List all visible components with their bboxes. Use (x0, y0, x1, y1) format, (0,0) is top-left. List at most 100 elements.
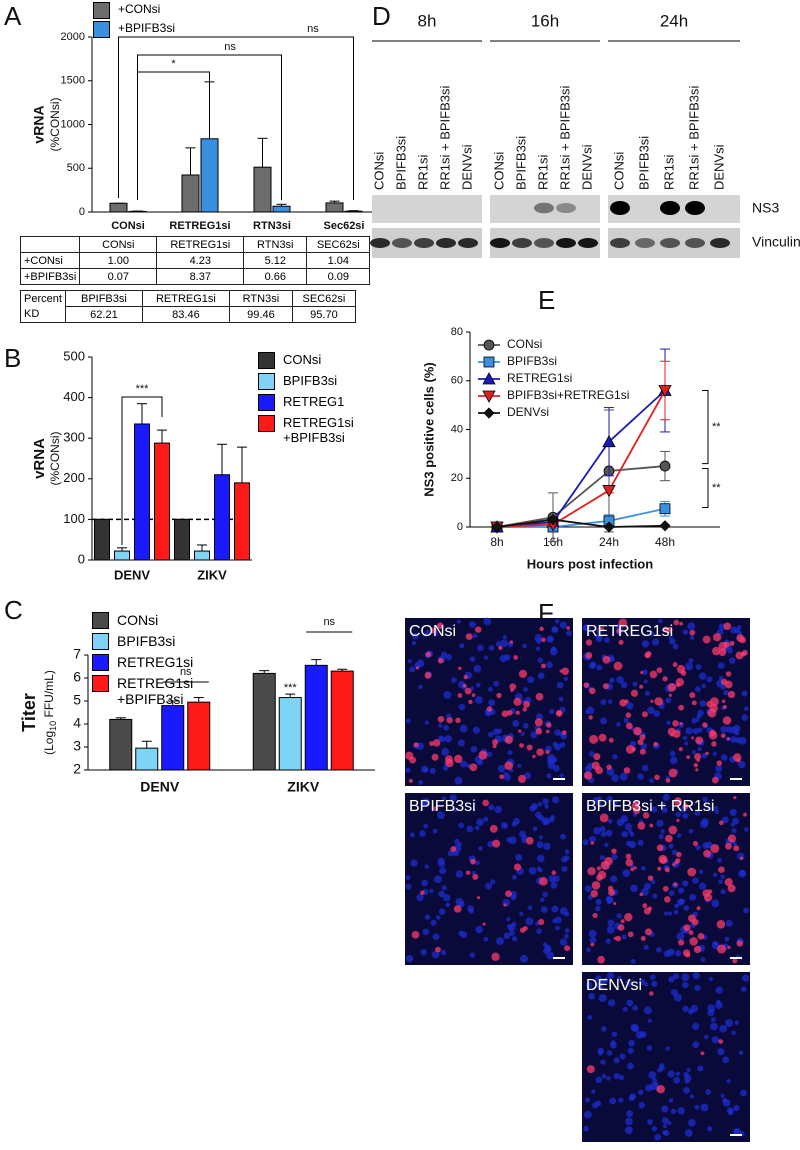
nucleus (559, 773, 564, 778)
bar (161, 705, 185, 771)
significance-label: ** (712, 421, 721, 433)
nucleus (405, 875, 411, 881)
nucleus (483, 936, 489, 942)
nucleus (439, 867, 447, 875)
nucleus (683, 905, 690, 911)
nucleus (409, 666, 416, 673)
nucleus (725, 919, 733, 927)
ns3-stain (727, 884, 736, 893)
nucleus (458, 703, 466, 711)
ns3-stain (595, 766, 603, 775)
nucleus (620, 681, 628, 689)
x-tick-label: 48h (655, 535, 675, 549)
legend-swatch (258, 415, 275, 432)
nucleus (560, 733, 568, 740)
nucleus (651, 638, 660, 646)
ns3-stain (732, 958, 738, 964)
bar (134, 423, 150, 561)
table-header-cell: SEC62si (306, 236, 371, 253)
nucleus (648, 778, 655, 784)
nucleus (607, 818, 613, 824)
nucleus (609, 1097, 617, 1105)
legend-item: CONsi (92, 612, 222, 629)
nucleus (660, 829, 665, 834)
marker (659, 520, 671, 532)
band (534, 238, 554, 248)
nucleus (684, 741, 689, 746)
nucleus (668, 843, 674, 849)
nucleus (682, 735, 688, 741)
nucleus (648, 1071, 657, 1080)
ns3-stain (727, 690, 736, 699)
nucleus (486, 751, 492, 758)
panel-label: C (4, 595, 23, 625)
ns3-stain (464, 687, 472, 695)
ns3-stain (499, 774, 505, 780)
ns3-stain (429, 741, 434, 747)
bar (109, 718, 133, 771)
nucleus (674, 903, 679, 909)
ns3-stain (583, 682, 590, 688)
nucleus (661, 807, 668, 814)
nucleus (661, 1105, 669, 1113)
nucleus (455, 870, 464, 878)
ns3-stain (613, 901, 617, 905)
nucleus (662, 793, 670, 802)
nucleus (606, 796, 613, 803)
ns3-stain (693, 945, 702, 954)
ns3-stain (474, 626, 482, 633)
micrograph: BPIFB3si + RR1si (582, 793, 750, 965)
nucleus (606, 971, 615, 980)
nucleus (548, 816, 555, 823)
nucleus (561, 866, 568, 873)
nucleus (503, 773, 511, 781)
nucleus (407, 659, 412, 664)
ns3-stain (613, 661, 623, 671)
nucleus (563, 676, 569, 682)
y-axis-subtitle: (%CONsi) (48, 432, 62, 486)
ns3-stain (691, 918, 699, 926)
nucleus (607, 999, 616, 1007)
ns3-stain (736, 940, 743, 947)
ns3-stain (615, 935, 622, 942)
ns3-stain (691, 736, 695, 740)
nucleus (621, 934, 627, 940)
nucleus (582, 839, 589, 846)
nucleus (470, 686, 475, 691)
ns3-stain (546, 722, 552, 728)
ns3-stain (590, 889, 598, 898)
nucleus (698, 869, 704, 874)
ns3-stain (665, 834, 673, 843)
panel-label: D (372, 1, 391, 31)
ns3-stain (606, 764, 612, 770)
series-line (496, 465, 666, 528)
nucleus (470, 745, 478, 753)
ns3-stain (455, 717, 461, 724)
nucleus (476, 759, 483, 766)
nucleus (694, 686, 701, 693)
ns3-stain (602, 655, 611, 664)
nucleus (721, 816, 729, 824)
ns3-stain (599, 627, 605, 632)
micrograph-label: BPIFB3si + RR1si (586, 798, 714, 815)
nucleus (616, 818, 625, 827)
nucleus (700, 820, 708, 829)
lane-label: CONsi (371, 152, 386, 190)
ns3-stain (668, 768, 678, 778)
nucleus (740, 1089, 747, 1097)
ns3-stain (639, 748, 646, 755)
nucleus (487, 840, 494, 848)
band (660, 238, 680, 248)
nucleus (595, 975, 602, 982)
significance-label: ns (307, 23, 319, 35)
ns3-stain (590, 942, 595, 947)
ns3-stain (722, 716, 732, 725)
nucleus (622, 1006, 628, 1012)
legend-label: CONsi (507, 337, 542, 351)
nucleus (454, 838, 460, 845)
nucleus (459, 643, 465, 649)
nucleus (698, 882, 707, 890)
ns3-stain (723, 641, 730, 648)
y-axis-subtitle: (%CONsi) (48, 98, 62, 152)
ns3-stain (640, 935, 646, 941)
